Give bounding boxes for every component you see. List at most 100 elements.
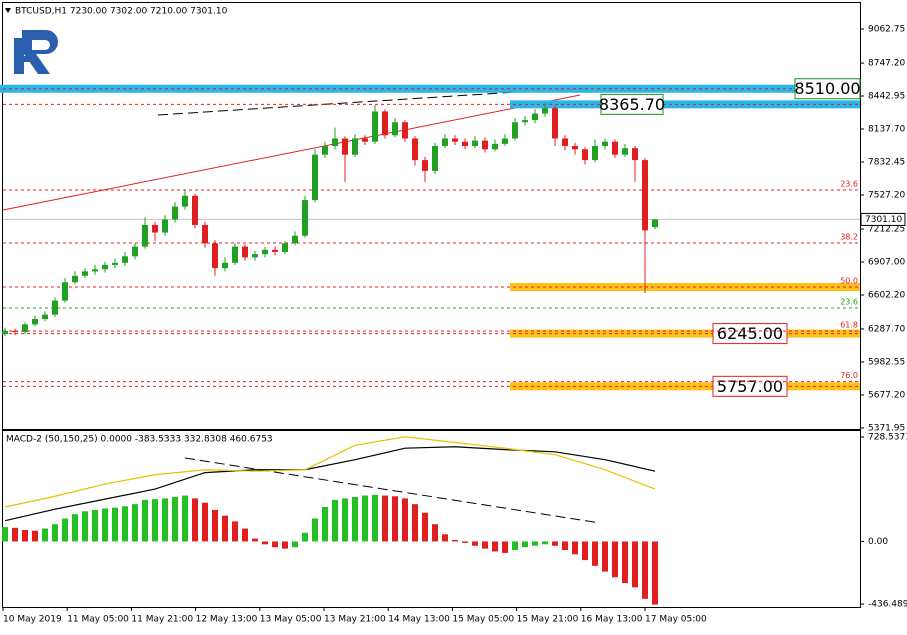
candle-body xyxy=(582,149,588,161)
chart-title: BTCUSD,H1 7230.00 7302.00 7210.00 7301.1… xyxy=(15,7,228,17)
histogram-bar xyxy=(452,540,458,542)
candle-body xyxy=(92,269,98,272)
candle-body xyxy=(492,143,498,150)
histogram-bar xyxy=(232,521,238,542)
histogram-bar xyxy=(332,499,338,542)
y-tick-label: 9062.75 xyxy=(868,24,905,34)
level-label: 8510.00 xyxy=(794,79,860,98)
histogram-bar xyxy=(612,541,618,578)
histogram-bar xyxy=(602,541,608,572)
candle-body xyxy=(342,138,348,155)
histogram-bar xyxy=(212,509,218,542)
histogram-bar xyxy=(252,538,258,542)
candle-body xyxy=(422,160,428,171)
x-tick-label: 11 May 05:00 xyxy=(67,615,129,625)
y-tick-label: -436.489 xyxy=(868,600,907,610)
x-tick-label: 15 May 21:00 xyxy=(517,615,579,625)
histogram-bar xyxy=(42,528,48,542)
candle-body xyxy=(162,219,168,233)
histogram-bar xyxy=(642,541,648,599)
candle-body xyxy=(102,264,108,270)
histogram-bar xyxy=(182,495,188,542)
y-tick-label: 5982.55 xyxy=(868,357,905,367)
candle-body xyxy=(522,120,528,123)
histogram-bar xyxy=(82,511,88,542)
candle-body xyxy=(252,254,258,258)
y-tick-label: 6287.70 xyxy=(868,324,905,334)
histogram-bar xyxy=(52,524,58,542)
candle-body xyxy=(292,235,298,244)
level-band xyxy=(510,100,860,109)
level-label: 6245.00 xyxy=(717,324,783,343)
candle-body xyxy=(552,108,558,139)
histogram-bar xyxy=(312,518,318,542)
candle-body xyxy=(112,262,118,265)
menu-arrow[interactable] xyxy=(5,8,11,13)
histogram-bar xyxy=(392,496,398,542)
histogram-bar xyxy=(482,541,488,549)
fib-label: 76.0 xyxy=(840,371,858,380)
histogram-bar xyxy=(292,541,298,548)
y-tick-label: 5371.95 xyxy=(868,423,905,433)
level-label: 8365.70 xyxy=(599,95,665,114)
histogram-bar xyxy=(342,498,348,542)
fib-label: 50.0 xyxy=(840,276,858,285)
histogram-bar xyxy=(372,494,378,542)
x-tick-label: 17 May 05:00 xyxy=(645,615,707,625)
histogram-bar xyxy=(622,541,628,584)
level-label-box xyxy=(712,323,788,345)
histogram-bar xyxy=(152,499,158,542)
candle-body xyxy=(362,138,368,142)
y-tick-label: 7212.25 xyxy=(868,225,905,235)
histogram-bar xyxy=(22,529,28,542)
histogram-bar xyxy=(202,502,208,542)
histogram-bar xyxy=(502,541,508,553)
candle-body xyxy=(542,108,548,114)
histogram-bar xyxy=(462,541,468,543)
candle-body xyxy=(442,138,448,147)
candle-body xyxy=(142,224,148,247)
histogram-bar xyxy=(492,541,498,552)
histogram-bar xyxy=(522,541,528,548)
y-tick-label: 0.00 xyxy=(868,537,888,547)
logo xyxy=(14,30,58,74)
y-tick-label: 6602.20 xyxy=(868,290,905,300)
macd-title: MACD-2 (50,150,25) 0.0000 -383.5333 332.… xyxy=(6,435,273,445)
histogram-bar xyxy=(422,512,428,542)
histogram-bar xyxy=(172,496,178,542)
candle-body xyxy=(312,154,318,201)
y-tick-label: 6907.00 xyxy=(868,258,905,268)
histogram-bar xyxy=(412,504,418,542)
candle-body xyxy=(472,140,478,147)
macd-line xyxy=(4,446,656,522)
histogram-bar xyxy=(122,506,128,542)
candle-body xyxy=(202,224,208,244)
candle-body xyxy=(322,146,328,155)
y-tick-label: 8442.95 xyxy=(868,91,905,101)
candle-body xyxy=(22,324,28,332)
candle-body xyxy=(42,314,48,319)
candle-body xyxy=(152,224,158,233)
y-tick-label: 8747.20 xyxy=(868,59,905,69)
y-tick-label: 5677.20 xyxy=(868,390,905,400)
level-label-box xyxy=(600,93,664,115)
fib-label: 23.6 xyxy=(840,297,858,306)
candle-body xyxy=(632,148,638,161)
histogram-bar xyxy=(72,514,78,542)
histogram-bar xyxy=(442,534,448,542)
candle-body xyxy=(2,330,8,335)
candle-body xyxy=(412,138,418,161)
candle-body xyxy=(612,141,618,155)
candle-body xyxy=(32,318,38,325)
candle-body xyxy=(332,138,338,147)
x-tick-label: 13 May 05:00 xyxy=(260,615,322,625)
level-band xyxy=(510,329,860,338)
histogram-bar xyxy=(62,518,68,542)
histogram-bar xyxy=(102,508,108,542)
x-tick-label: 10 May 2019 xyxy=(3,615,62,625)
level-label: 5757.00 xyxy=(717,377,783,396)
candle-body xyxy=(82,271,88,276)
histogram-bar xyxy=(192,498,198,542)
histogram-bar xyxy=(352,496,358,542)
